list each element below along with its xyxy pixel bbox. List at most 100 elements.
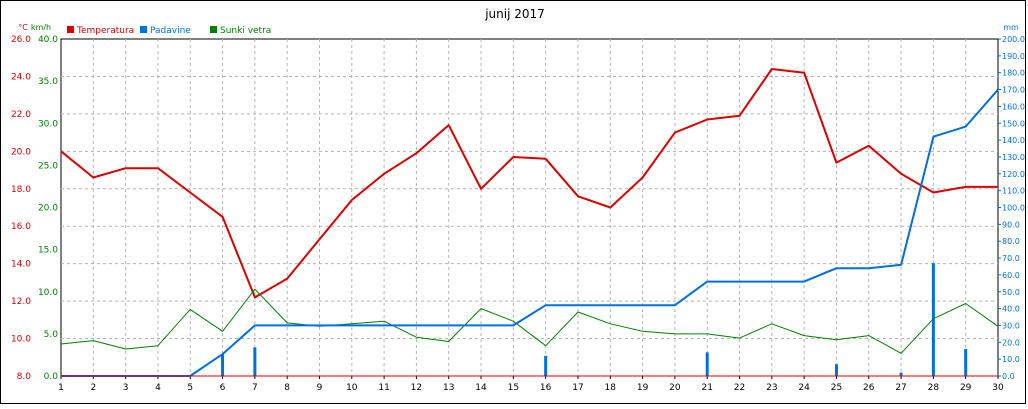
x-tick-label: 19 xyxy=(637,383,649,393)
x-tick-label: 30 xyxy=(992,383,1004,393)
x-tick-label: 26 xyxy=(863,383,875,393)
precip-tick-label: 50.0 xyxy=(1002,288,1020,297)
temperature-tick-label: 14.0 xyxy=(11,260,31,270)
precip-axis: 0.0 10.0 20.0 30.0 40.0 50.0 60.0 70.0 80.0 90.0 1… xyxy=(998,35,1025,381)
precip-tick-label: 80.0 xyxy=(1002,237,1020,246)
x-tick-label: 22 xyxy=(734,383,745,393)
temperature-tick-label: 24.0 xyxy=(11,72,31,82)
precip-tick-label: 200.0 xyxy=(1002,35,1025,44)
x-tick-label: 23 xyxy=(766,383,777,393)
legend: Temperatura Padavine Sunki vetra xyxy=(67,26,271,36)
wind-tick-label: 15.0 xyxy=(38,246,58,256)
wind-tick-label: 25.0 xyxy=(38,161,58,171)
legend-swatch xyxy=(210,26,217,33)
x-tick-label: 14 xyxy=(475,383,487,393)
x-tick-label: 7 xyxy=(252,383,258,393)
temperature-tick-label: 8.0 xyxy=(17,372,32,382)
series-lines xyxy=(60,68,999,377)
x-tick-label: 27 xyxy=(895,383,906,393)
precip-bar xyxy=(221,354,225,376)
x-tick-label: 17 xyxy=(572,383,583,393)
temperature-tick-label: 22.0 xyxy=(11,110,31,120)
chart-title: junij 2017 xyxy=(484,7,545,21)
wind-tick-label: 5.0 xyxy=(44,330,59,340)
temperature-line xyxy=(60,68,998,299)
x-tick-label: 12 xyxy=(411,383,422,393)
x-tick-label: 13 xyxy=(443,383,454,393)
x-tick-label: 4 xyxy=(155,383,161,393)
wind-tick-label: 0.0 xyxy=(44,372,59,382)
x-tick-label: 18 xyxy=(605,383,617,393)
precip-tick-label: 0.0 xyxy=(1002,372,1015,381)
precip-bar xyxy=(253,347,257,376)
precip-tick-label: 190.0 xyxy=(1002,52,1025,61)
precip-tick-label: 170.0 xyxy=(1002,86,1025,95)
x-tick-label: 28 xyxy=(928,383,940,393)
precip-tick-label: 120.0 xyxy=(1002,170,1025,179)
wind-tick-label: 10.0 xyxy=(38,288,58,298)
temperature-tick-label: 12.0 xyxy=(11,297,31,307)
precip-bar xyxy=(834,364,838,376)
legend-swatch xyxy=(67,26,74,33)
precip-unit-label: mm xyxy=(1003,23,1019,32)
wind-tick-label: 40.0 xyxy=(38,35,58,45)
x-tick-label: 21 xyxy=(701,383,712,393)
legend-swatch xyxy=(140,26,147,33)
precip-tick-label: 150.0 xyxy=(1002,119,1025,128)
temperature-tick-label: 20.0 xyxy=(11,147,31,157)
precip-tick-label: 140.0 xyxy=(1002,136,1025,145)
x-tick-label: 6 xyxy=(220,383,226,393)
precip-tick-label: 20.0 xyxy=(1002,338,1020,347)
x-tick-label: 15 xyxy=(508,383,519,393)
x-tick-label: 29 xyxy=(960,383,972,393)
precip-tick-label: 100.0 xyxy=(1002,204,1025,213)
x-tick-label: 25 xyxy=(831,383,842,393)
temperature-tick-label: 16.0 xyxy=(11,222,31,232)
temperature-axis: 8.0 10.0 12.0 14.0 16.0 18.0 20.0 22.0 24.0 26.0 xyxy=(11,35,31,382)
wind-tick-label: 30.0 xyxy=(38,119,58,129)
precip-tick-label: 40.0 xyxy=(1002,305,1020,314)
wind-tick-label: 20.0 xyxy=(38,204,58,214)
legend-label: Padavine xyxy=(150,26,191,36)
wind-tick-label: 35.0 xyxy=(38,77,58,87)
legend-label: Sunki vetra xyxy=(220,26,271,36)
x-tick-label: 20 xyxy=(669,383,681,393)
x-tick-label: 10 xyxy=(346,383,358,393)
precip-tick-label: 30.0 xyxy=(1002,321,1020,330)
precip-tick-label: 70.0 xyxy=(1002,254,1020,263)
plot-frame xyxy=(60,38,999,377)
temperature-tick-label: 10.0 xyxy=(11,335,31,345)
precip-tick-label: 110.0 xyxy=(1002,187,1025,196)
wind-axis: 0.0 5.0 10.0 15.0 20.0 25.0 30.0 35.0 40.0 xyxy=(38,35,58,382)
precip-bar xyxy=(964,349,968,376)
precip-tick-label: 130.0 xyxy=(1002,153,1025,162)
wind-gust-line xyxy=(60,288,999,354)
x-tick-label: 16 xyxy=(540,383,552,393)
precip-bar xyxy=(931,263,935,376)
legend-label: Temperatura xyxy=(76,26,134,36)
precip-tick-label: 160.0 xyxy=(1002,102,1025,111)
grid xyxy=(60,38,999,377)
precip-tick-label: 180.0 xyxy=(1002,69,1025,78)
temperature-tick-label: 26.0 xyxy=(11,35,31,45)
x-tick-label: 2 xyxy=(90,383,96,393)
x-tick-label: 8 xyxy=(284,383,290,393)
precip-bar xyxy=(705,352,709,376)
x-tick-label: 24 xyxy=(798,383,810,393)
precip-cumulative-line xyxy=(61,88,999,377)
precip-tick-label: 90.0 xyxy=(1002,220,1020,229)
precip-tick-label: 60.0 xyxy=(1002,271,1020,280)
x-axis: 1 2 3 4 5 6 7 8 9 10 11 12 13 14 15 16 17 18 19 20 21 22 23 24 2… xyxy=(58,376,1004,393)
precip-bar xyxy=(899,372,903,376)
temperature-tick-label: 18.0 xyxy=(11,185,31,195)
precip-bar xyxy=(544,355,548,376)
x-tick-label: 1 xyxy=(58,383,64,393)
precip-tick-label: 10.0 xyxy=(1002,355,1020,364)
x-tick-label: 3 xyxy=(123,383,129,393)
x-tick-label: 5 xyxy=(187,383,193,393)
precip-bars xyxy=(221,263,968,376)
wind-unit-label: km/h xyxy=(31,23,51,32)
x-tick-label: 9 xyxy=(317,383,323,393)
